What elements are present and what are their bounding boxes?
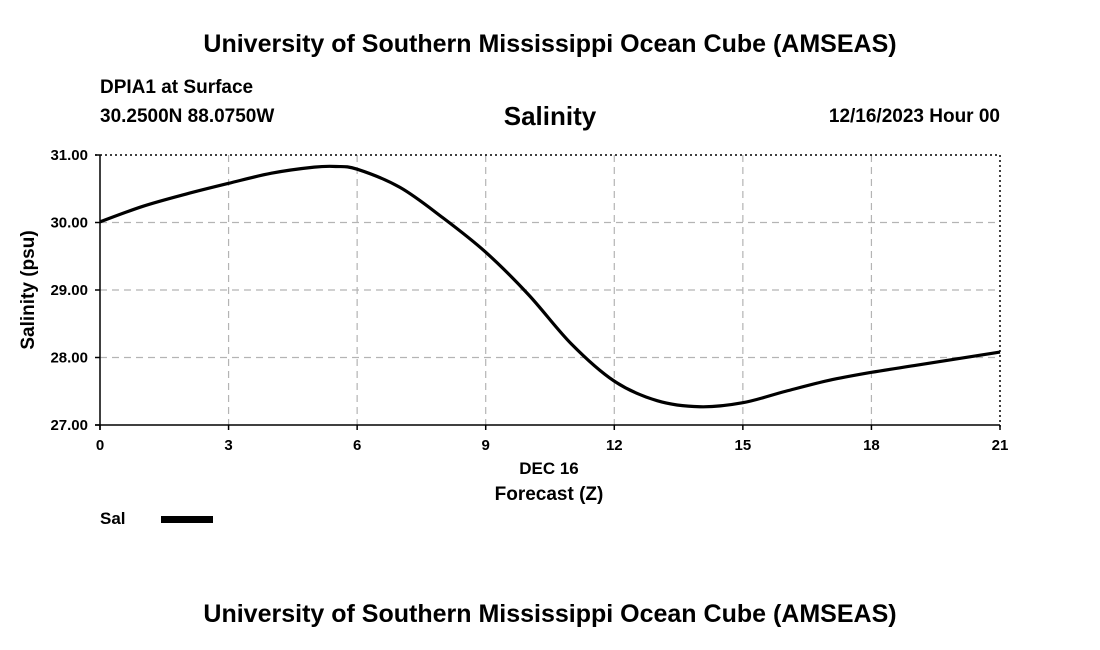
axis-ticks: 0 3 6 9 12 15 18 21 27.00 28.00 29.00 30.00 31.00 (50, 147, 1008, 454)
x-tick-label: 18 (863, 437, 880, 454)
salinity-series-line (99, 164, 1001, 409)
x-tick-label: 15 (735, 437, 752, 454)
page-title: University of Southern Mississippi Ocean… (203, 30, 897, 58)
x-tick-label: 3 (224, 437, 232, 454)
x-tick-label: 21 (992, 437, 1009, 454)
y-tick-label: 27.00 (50, 417, 88, 434)
y-tick-label: 28.00 (50, 350, 88, 367)
x-tick-label: 9 (482, 437, 490, 454)
x-tick-label: 0 (96, 437, 104, 454)
y-tick-label: 29.00 (50, 282, 88, 299)
legend-line-swatch (161, 516, 213, 523)
x-tick-label: 6 (353, 437, 361, 454)
plot-frame (95, 154, 1001, 430)
x-axis-label: Forecast (Z) (495, 484, 604, 505)
station-label: DPIA1 at Surface (100, 77, 254, 98)
y-axis-label: Salinity (psu) (18, 230, 39, 349)
forecast-datetime: 12/16/2023 Hour 00 (828, 106, 1000, 127)
x-tick-label: 12 (606, 437, 623, 454)
y-tick-label: 31.00 (50, 147, 88, 164)
legend-label: Sal (100, 509, 126, 528)
x-axis-date-label: DEC 16 (519, 459, 579, 478)
grid-lines (100, 155, 1000, 425)
series-layer (99, 164, 1001, 409)
y-tick-label: 30.00 (50, 215, 88, 232)
chart-title: Salinity (503, 101, 597, 131)
coordinates-label: 30.2500N 88.0750W (100, 106, 275, 127)
footer-title: University of Southern Mississippi Ocean… (203, 600, 897, 628)
